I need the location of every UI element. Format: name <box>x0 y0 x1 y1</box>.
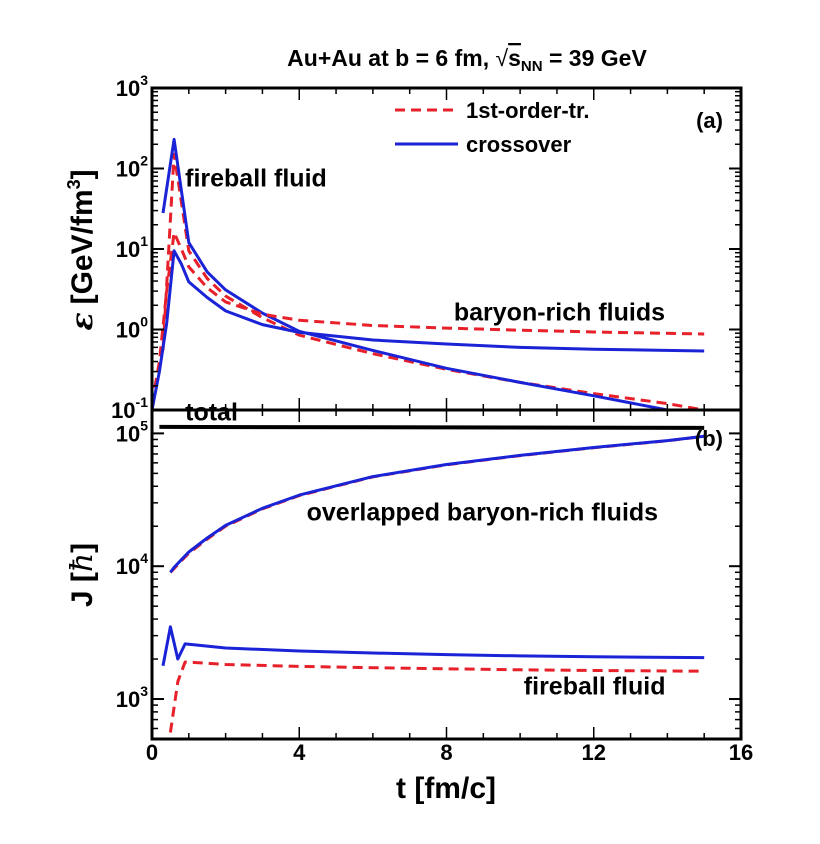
title-sqrt: √ <box>496 45 509 71</box>
panel-a-annotation-baryon: baryon-rich fluids <box>454 298 665 326</box>
ytick-exp: 3 <box>140 72 148 88</box>
ytick-base: 10 <box>116 157 140 182</box>
panel-a-ylabel-exp: 3 <box>64 179 84 189</box>
panel-b-series-3 <box>168 660 705 733</box>
panel-a-series-3 <box>152 249 705 410</box>
ytick-exp: 1 <box>140 233 148 249</box>
chart-title: Au+Au at b = 6 fm, √sNN = 39 GeV <box>287 45 647 75</box>
ytick-exp: 3 <box>140 683 148 699</box>
x-axis-title: t [fm/c] <box>396 772 496 805</box>
panel-a-ytick-label-1: 100 <box>116 314 148 343</box>
panel-b-ylabel-symbol: ħ <box>65 553 100 572</box>
panel-b-ylabel-close: ] <box>66 543 99 553</box>
panel-a-ylabel-symbol: ε <box>65 312 100 330</box>
panel-a-ytick-label-2: 101 <box>116 233 148 262</box>
panel-b-annotation-overlapped: overlapped baryon-rich fluids <box>307 499 658 527</box>
panel-a-ylabel-close: ] <box>66 169 99 179</box>
ytick-exp: 4 <box>140 550 148 566</box>
title-main: Au+Au at b = 6 fm, <box>287 45 495 71</box>
ytick-exp: -1 <box>136 394 149 410</box>
panel-a-annotation-fireball: fireball fluid <box>185 164 327 192</box>
panel-a-series-0 <box>161 152 705 410</box>
ytick-base: 10 <box>116 76 140 101</box>
legend-label-first-order: 1st-order-tr. <box>466 98 589 123</box>
x-tick-label-3: 12 <box>582 740 606 765</box>
title-s: s <box>508 45 521 71</box>
panel-b-series-2 <box>169 434 705 574</box>
panel-a-ytick-label-0: 10-1 <box>111 394 148 423</box>
x-tick-label-4: 16 <box>729 740 753 765</box>
legend: 1st-order-tr. crossover <box>395 98 589 157</box>
panel-b-ytick-label-2: 105 <box>116 417 148 446</box>
x-tick-label-1: 4 <box>293 740 306 765</box>
panel-b-ytick-label-0: 103 <box>116 683 148 712</box>
legend-label-crossover: crossover <box>466 132 572 157</box>
ytick-base: 10 <box>116 421 140 446</box>
title-sub: NN <box>521 58 543 75</box>
ytick-base: 10 <box>116 237 140 262</box>
ytick-exp: 2 <box>140 153 148 169</box>
panel-a-series <box>152 137 705 410</box>
ytick-exp: 0 <box>140 314 148 330</box>
panel-b-ylabel: J [ħ] <box>65 543 100 607</box>
panel-b-annotation-total: total <box>185 399 238 427</box>
ytick-base: 10 <box>111 398 135 423</box>
panel-b-series-4 <box>161 625 705 667</box>
x-tick-label-0: 0 <box>146 740 158 765</box>
ytick-exp: 5 <box>140 417 148 433</box>
panel-a-ytick-label-4: 103 <box>116 72 148 101</box>
ytick-base: 10 <box>116 554 140 579</box>
title-tail: = 39 GeV <box>543 45 648 71</box>
panel-b-annotation-fireball: fireball fluid <box>524 673 666 701</box>
panel-b-tag: (b) <box>695 426 723 451</box>
panel-b-series <box>159 424 705 733</box>
ytick-base: 10 <box>116 318 140 343</box>
panel-a-ylabel: ε [GeV/fm3] <box>64 169 100 330</box>
panel-a-series-1 <box>161 137 668 410</box>
x-tick-label-2: 8 <box>440 740 452 765</box>
ytick-base: 10 <box>116 687 140 712</box>
panel-b-ylabel-main: J [ <box>66 572 99 607</box>
panel-a-ylabel-unit: [GeV/fm <box>66 189 99 304</box>
panel-a-frame <box>150 86 743 412</box>
x-axis: 0 4 8 12 16 <box>146 740 753 765</box>
panel-b-series-0 <box>159 424 705 430</box>
panel-a-ytick-label-3: 102 <box>116 153 148 182</box>
panel-b-ytick-label-1: 104 <box>116 550 148 579</box>
panel-a-tag: (a) <box>696 108 723 133</box>
panel-a-series-2 <box>152 231 705 404</box>
